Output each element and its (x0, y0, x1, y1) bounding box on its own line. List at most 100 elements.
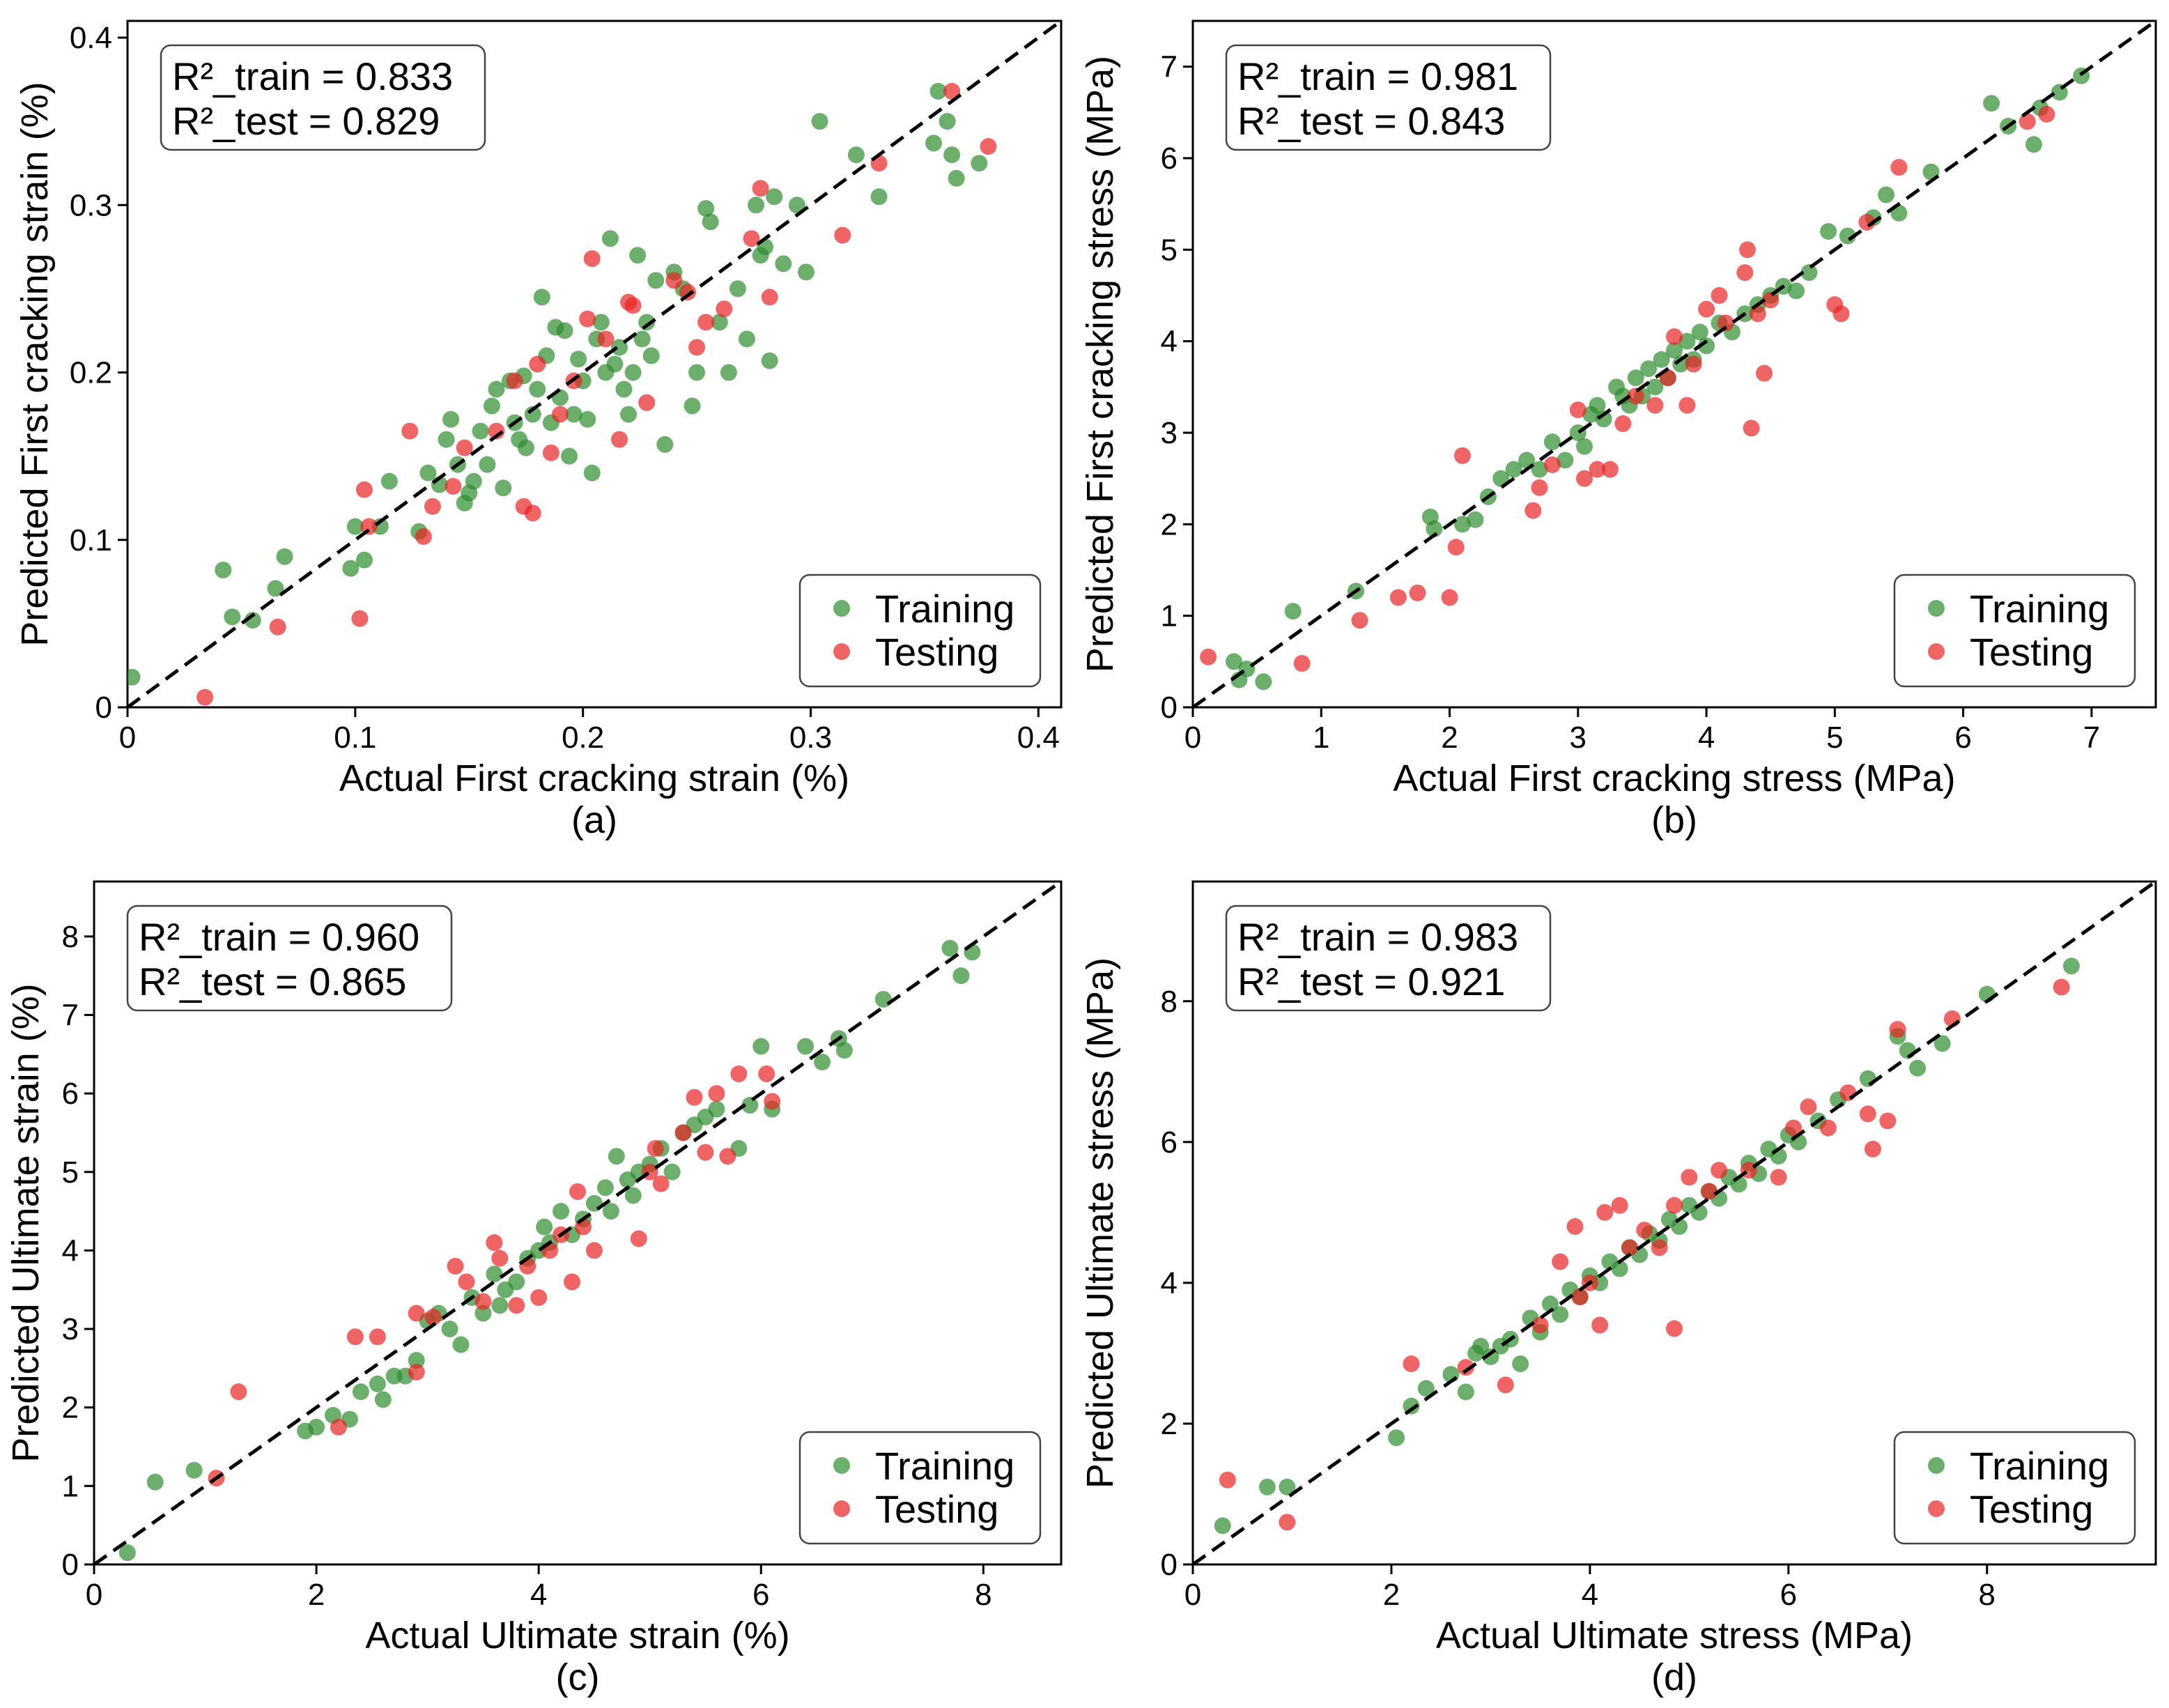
legend-marker-testing (833, 643, 850, 660)
x-tick-label: 6 (752, 1578, 769, 1612)
training-point (583, 464, 601, 482)
training-point (536, 1218, 553, 1236)
testing-point (719, 1148, 736, 1165)
legend-box (1893, 1431, 2136, 1545)
testing-point (456, 439, 473, 456)
training-point (342, 560, 360, 577)
testing-point (1441, 589, 1458, 606)
training-point (596, 1179, 614, 1197)
y-axis-label: Predicted First cracking stress (MPa) (1079, 56, 1121, 672)
r2-train-text: R²_train = 0.983 (1237, 915, 1518, 959)
testing-point (647, 1139, 664, 1157)
testing-point (2038, 105, 2055, 123)
panel-label: (d) (1651, 1656, 1697, 1698)
testing-point (1636, 1222, 1653, 1239)
training-point (1698, 337, 1715, 355)
r2-box (1225, 44, 1552, 151)
testing-point (408, 1364, 425, 1381)
testing-point (1279, 1514, 1296, 1531)
training-point (1653, 351, 1670, 368)
testing-point (524, 505, 541, 522)
training-point (941, 939, 959, 957)
training-point (711, 314, 728, 331)
testing-point (980, 138, 997, 155)
testing-point (569, 1183, 586, 1200)
testing-point (488, 422, 505, 440)
data-points (94, 882, 1061, 1564)
testing-point (408, 1305, 425, 1322)
testing-point (1879, 1112, 1897, 1130)
training-point (1878, 186, 1895, 203)
training-point (925, 134, 942, 152)
testing-point (674, 1124, 692, 1141)
legend-marker-training (833, 1457, 850, 1474)
testing-point (1762, 291, 1780, 309)
training-point (642, 347, 660, 364)
x-tick-label: 3 (1570, 721, 1587, 755)
x-tick-label: 7 (2083, 721, 2100, 755)
testing-point (346, 1328, 364, 1346)
training-point (629, 247, 647, 264)
training-point (952, 967, 970, 985)
testing-point (688, 339, 706, 356)
testing-point (716, 300, 733, 318)
testing-point (758, 1065, 775, 1082)
y-tick-label: 4 (62, 1233, 79, 1268)
training-point (1690, 1203, 1708, 1221)
y-tick-label: 6 (62, 1077, 79, 1111)
testing-point (196, 688, 214, 706)
testing-point (230, 1383, 247, 1401)
testing-point (1409, 584, 1426, 601)
training-point (1672, 355, 1690, 373)
y-tick-label: 5 (62, 1155, 79, 1190)
training-point (1284, 603, 1302, 620)
testing-point (697, 314, 715, 331)
testing-point (564, 1273, 581, 1291)
testing-point (355, 481, 373, 498)
testing-point (360, 518, 378, 535)
x-tick-label: 0 (1184, 1578, 1201, 1612)
testing-point (1543, 456, 1561, 473)
testing-point (579, 310, 596, 328)
testing-point (2019, 113, 2036, 130)
training-point (1417, 1380, 1435, 1397)
testing-point (506, 372, 523, 390)
training-point (1258, 1478, 1276, 1495)
testing-point (708, 1085, 725, 1102)
training-point (729, 280, 746, 298)
training-point (608, 1148, 625, 1165)
testing-point (638, 394, 656, 411)
data-points (128, 21, 1061, 707)
testing-point (1666, 328, 1683, 346)
testing-point (1611, 1197, 1628, 1214)
training-point (570, 351, 587, 368)
testing-point (1717, 314, 1734, 332)
y-tick-label: 5 (1161, 233, 1178, 267)
scatter-panel-2: 0 1 2 3 4 5 6 7 0 1 2 3 4 5 6 7 Actual First cracking st… (1079, 20, 2157, 841)
testing-point (686, 1088, 703, 1106)
training-point (185, 1461, 203, 1479)
training-point (355, 551, 373, 569)
training-point (408, 1352, 425, 1369)
testing-point (943, 82, 961, 100)
training-point (579, 410, 596, 428)
testing-point (764, 1093, 781, 1110)
training-point (472, 422, 489, 440)
training-point (688, 364, 706, 381)
testing-point (1678, 397, 1696, 414)
legend-label-testing: Testing (875, 630, 998, 674)
training-point (352, 1383, 369, 1401)
training-point (943, 146, 961, 164)
training-point (720, 364, 737, 381)
testing-point (1566, 1218, 1584, 1236)
training-point (606, 355, 624, 373)
y-tick-label: 2 (62, 1391, 79, 1425)
training-point (624, 1187, 642, 1204)
training-point (948, 169, 965, 187)
training-point (146, 1473, 164, 1491)
training-point (488, 380, 505, 398)
y-tick-label: 0.3 (70, 188, 112, 222)
testing-point (743, 230, 760, 247)
